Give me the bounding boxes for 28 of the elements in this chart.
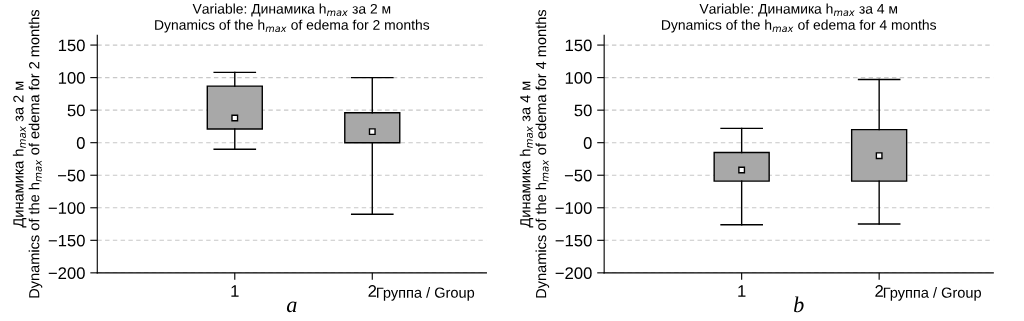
y-tick-label: 150 (565, 39, 592, 52)
chart-title: Variable: Динамика h$_{max}$ за 2 м Dynamics of the h$_{max}$ of edema for 2 months (155, 3, 430, 33)
y-tick-label: −100 (48, 202, 85, 214)
y-tick-label: −50 (564, 169, 592, 182)
y-tick-label: −150 (555, 234, 592, 247)
text: b (793, 296, 804, 313)
y-tick-label: −200 (555, 267, 592, 280)
y-tick-label: 100 (58, 72, 85, 84)
y-tick-label: 50 (67, 104, 85, 117)
y-tick-label: −200 (48, 267, 85, 280)
x-tick-label: 1 (738, 285, 746, 297)
x-tick-label: 1 (231, 285, 239, 297)
x-axis-title: Группа / Group (883, 287, 981, 301)
text: a (286, 301, 297, 313)
y-tick-label: −50 (58, 169, 85, 182)
text: Динамика h$_{max}$ за 2 м Dynamics of the h$_{max}$ of edema for 2 months (12, 9, 43, 298)
y-tick-label: 0 (76, 137, 85, 149)
x-tick-label: 2 (368, 285, 377, 297)
x-axis-title: Группа / Group (377, 287, 475, 301)
y-tick-label: 150 (58, 39, 85, 52)
y-tick-label: −150 (48, 234, 85, 247)
y-tick-label: −100 (555, 202, 592, 214)
y-tick-label: 100 (565, 72, 592, 84)
chart-title: Variable: Динамика h$_{max}$ за 4 м Dynamics of the h$_{max}$ of edema for 4 months (662, 3, 937, 33)
text: Динамика h$_{max}$ за 4 м Dynamics of the h$_{max}$ of edema for 4 months (519, 9, 550, 298)
y-tick-label: 0 (583, 137, 592, 149)
x-tick-label: 2 (875, 285, 883, 297)
y-tick-label: 50 (574, 104, 592, 117)
